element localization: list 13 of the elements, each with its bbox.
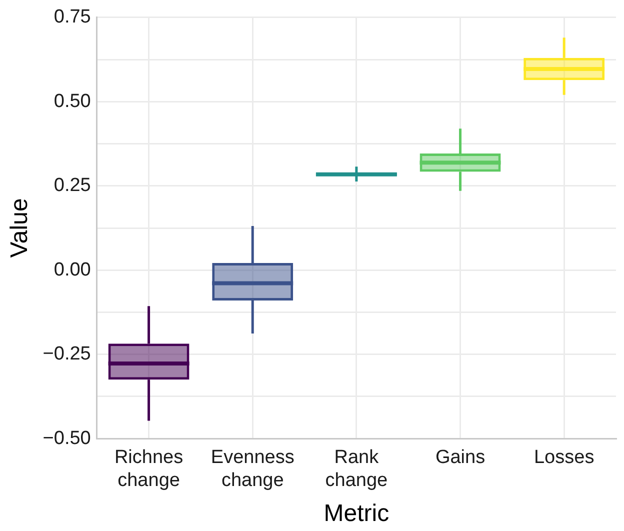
x-tick-label: Gains (435, 447, 486, 468)
y-tick-label: −0.50 (42, 428, 91, 449)
x-axis-title: Metric (324, 500, 390, 528)
y-tick-label: −0.25 (42, 344, 91, 365)
y-tick-label: 0.75 (54, 6, 91, 28)
y-tick-label: 0.00 (54, 259, 91, 280)
x-tick-label: Evenness change (210, 447, 294, 492)
x-tick-label: Losses (534, 447, 594, 468)
x-tick-label: Rank change (325, 447, 388, 492)
x-tick-label: Richnes change (114, 447, 184, 492)
y-tick-label: 0.25 (54, 175, 91, 196)
y-tick-label: 0.50 (54, 90, 91, 112)
y-axis-title: Value (6, 198, 34, 258)
